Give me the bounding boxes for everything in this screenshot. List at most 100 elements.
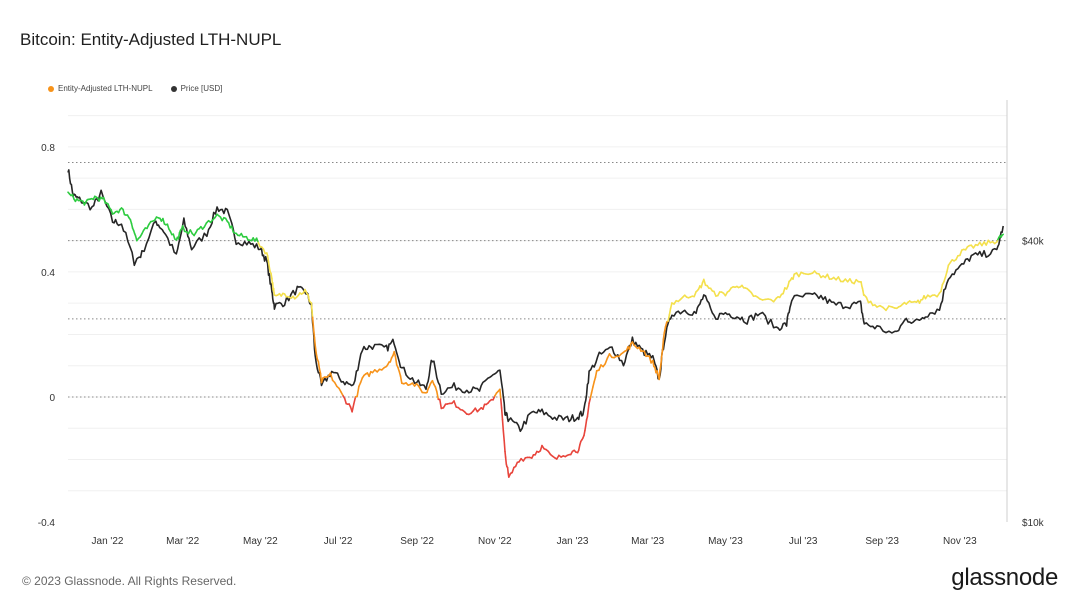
nupl-line-segment xyxy=(885,305,890,312)
nupl-line-segment xyxy=(394,355,398,366)
nupl-line-segment xyxy=(311,316,315,327)
nupl-line-segment xyxy=(792,273,796,280)
nupl-line-segment xyxy=(592,380,596,388)
nupl-line-segment xyxy=(310,302,313,312)
nupl-line-segment xyxy=(511,466,515,474)
nupl-line-segment xyxy=(594,369,598,378)
legend-swatch-nupl xyxy=(48,85,54,92)
nupl-line-segment xyxy=(502,429,506,442)
y-right-tick-label: $40k xyxy=(1022,237,1045,248)
nupl-line-segment xyxy=(270,272,273,280)
nupl-line-segment xyxy=(669,302,673,310)
nupl-line-segment xyxy=(651,359,655,368)
x-tick-label: Nov '22 xyxy=(478,536,512,547)
nupl-line-segment xyxy=(598,364,602,372)
chart-title: Bitcoin: Entity-Adjusted LTH-NUPL xyxy=(20,30,282,49)
x-tick-label: May '22 xyxy=(243,536,278,547)
nupl-line-segment xyxy=(628,342,632,351)
nupl-line-segment xyxy=(946,264,950,273)
nupl-line-segment xyxy=(267,260,271,268)
nupl-line-segment xyxy=(668,307,672,316)
nupl-line-segment xyxy=(782,287,786,295)
nupl-line-segment xyxy=(826,273,831,280)
nupl-line-segment xyxy=(588,397,592,405)
nupl-line-segment xyxy=(504,456,508,465)
nupl-line-segment xyxy=(1001,233,1005,236)
nupl-line-segment xyxy=(660,355,663,366)
copyright-footer: © 2023 Glassnode. All Rights Reserved. xyxy=(22,574,237,588)
nupl-line-segment xyxy=(262,248,266,255)
glassnode-logo: glassnode xyxy=(951,564,1058,591)
nupl-line-segment xyxy=(587,402,590,411)
legend-item-price[interactable]: Price [USD] xyxy=(170,84,223,93)
x-tick-label: Sep '23 xyxy=(865,536,899,547)
x-tick-label: Jan '23 xyxy=(557,536,589,547)
legend-item-nupl[interactable]: Entity-Adjusted LTH-NUPL xyxy=(48,84,153,93)
nupl-line-segment xyxy=(501,418,505,432)
nupl-line-segment xyxy=(500,407,504,421)
nupl-line-segment xyxy=(453,400,458,408)
nupl-line-segment xyxy=(940,283,944,293)
nupl-line-segment xyxy=(356,385,360,398)
nupl-line-segment xyxy=(315,352,319,360)
nupl-line-segment xyxy=(658,369,661,381)
legend-swatch-price xyxy=(170,85,177,92)
nupl-line-segment xyxy=(266,254,270,263)
nupl-line-segment xyxy=(499,398,503,409)
nupl-line-segment xyxy=(944,271,948,279)
nupl-line-segment xyxy=(664,321,668,328)
x-tick-label: Jul '23 xyxy=(789,536,818,547)
y-left-tick-label: -0.4 xyxy=(38,518,56,529)
nupl-line-segment xyxy=(667,313,671,322)
y-left-tick-label: 0 xyxy=(49,393,55,404)
nupl-line-segment xyxy=(702,278,707,287)
nupl-line-segment xyxy=(482,403,486,411)
x-tick-label: Jul '22 xyxy=(324,536,353,547)
nupl-line-segment xyxy=(351,403,355,413)
nupl-line-segment xyxy=(590,386,594,394)
nupl-line-segment xyxy=(307,294,311,302)
nupl-line-segment xyxy=(713,290,717,297)
x-tick-label: Sep '22 xyxy=(400,536,434,547)
nupl-line-segment xyxy=(837,276,842,283)
x-tick-label: May '23 xyxy=(708,536,743,547)
nupl-line-segment xyxy=(438,398,443,410)
nupl-line-segment xyxy=(102,196,106,204)
nupl-line-segment xyxy=(584,418,588,427)
nupl-line-segment xyxy=(230,225,234,233)
nupl-line-segment xyxy=(311,310,314,319)
nupl-line-segment xyxy=(787,280,790,288)
nupl-line-segment xyxy=(181,225,186,233)
nupl-line-segment xyxy=(584,425,587,432)
legend-label-price: Price [USD] xyxy=(180,84,223,93)
nupl-line-segment xyxy=(648,355,652,364)
nupl-line-segment xyxy=(162,217,166,225)
nupl-line-segment xyxy=(662,331,666,341)
x-tick-label: Nov '23 xyxy=(943,536,977,547)
nupl-line-segment xyxy=(700,281,704,289)
nupl-line-segment xyxy=(166,223,170,230)
nupl-line-segment xyxy=(130,222,134,229)
price-line xyxy=(67,169,1004,433)
nupl-line-segment xyxy=(313,336,317,347)
nupl-line-segment xyxy=(177,232,181,240)
nupl-line-segment xyxy=(504,450,507,459)
nupl-line-segment xyxy=(589,391,593,399)
nupl-line-segment xyxy=(506,466,510,475)
legend: Entity-Adjusted LTH-NUPL Price [USD] xyxy=(48,84,222,93)
nupl-line-segment xyxy=(959,249,963,257)
nupl-line-segment xyxy=(693,290,697,298)
legend-label-nupl: Entity-Adjusted LTH-NUPL xyxy=(58,84,153,93)
nupl-line-segment xyxy=(399,375,403,385)
nupl-line-segment xyxy=(320,377,324,384)
nupl-line-segment xyxy=(318,367,322,375)
nupl-line-segment xyxy=(435,390,440,401)
nupl-line-segment xyxy=(317,360,321,370)
nupl-line-segment xyxy=(314,344,318,354)
nupl-line-segment xyxy=(865,296,870,304)
nupl-line-segment xyxy=(499,388,502,400)
nupl-line-segment xyxy=(586,408,590,418)
nupl-line-segment xyxy=(122,208,126,216)
nupl-line-segment xyxy=(329,372,334,382)
